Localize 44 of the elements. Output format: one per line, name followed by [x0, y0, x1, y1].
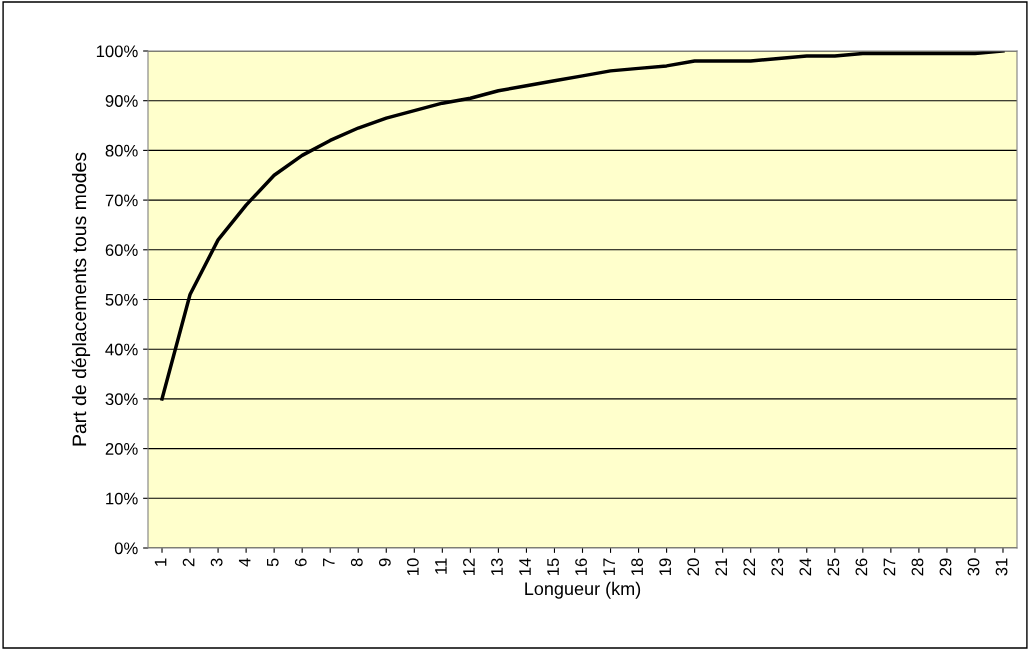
x-tick-label: 16 — [575, 558, 587, 575]
x-tick-label: 27 — [883, 558, 896, 576]
x-tick-label: 30 — [967, 558, 980, 576]
x-tick-label: 22 — [743, 558, 755, 576]
x-tick-label: 9 — [378, 558, 391, 567]
x-tick-label: 19 — [659, 558, 672, 575]
y-tick-label: 60% — [105, 244, 138, 256]
y-axis-title: Part de déplacements tous modes — [71, 152, 91, 446]
x-tick-label: 18 — [631, 558, 644, 575]
x-tick-label: 17 — [603, 558, 615, 575]
y-tick-label: 70% — [105, 194, 138, 207]
x-axis-title: Longueur (km) — [525, 581, 641, 599]
x-tick-label: 14 — [519, 558, 531, 575]
y-tick-label: 10% — [106, 492, 138, 505]
x-tick-label: 6 — [294, 558, 307, 567]
x-tick-label: 26 — [855, 558, 868, 576]
x-tick-label: 28 — [911, 558, 924, 576]
x-tick-label: 2 — [182, 558, 195, 567]
x-tick-label: 15 — [547, 558, 559, 575]
x-tick-label: 8 — [350, 558, 363, 567]
x-tick-label: 23 — [771, 558, 784, 576]
y-tick-label: 100% — [96, 45, 138, 58]
y-tick-label: 90% — [105, 95, 138, 107]
x-tick-label: 11 — [435, 558, 447, 574]
y-tick-label: 20% — [105, 443, 138, 455]
y-tick-label: 40% — [105, 343, 138, 356]
x-tick-label: 24 — [799, 558, 812, 576]
x-tick-label: 20 — [687, 558, 700, 576]
y-tick-label: 80% — [105, 144, 138, 157]
x-tick-label: 13 — [491, 558, 503, 575]
x-tick-label: 4 — [238, 558, 251, 567]
x-tick-label: 3 — [210, 558, 223, 567]
x-tick-label: 1 — [154, 558, 167, 566]
x-tick-label: 12 — [463, 558, 475, 575]
x-tick-label: 7 — [323, 558, 335, 567]
y-tick-label: 50% — [105, 293, 138, 306]
x-tick-label: 5 — [266, 558, 279, 567]
x-tick-label: 31 — [995, 558, 1008, 576]
x-tick-label: 29 — [939, 558, 952, 576]
y-tick-label: 30% — [105, 393, 138, 406]
x-tick-label: 10 — [406, 558, 419, 575]
x-tick-label: 25 — [827, 558, 840, 576]
x-tick-label: 21 — [715, 558, 727, 576]
y-tick-label: 0% — [114, 542, 138, 555]
